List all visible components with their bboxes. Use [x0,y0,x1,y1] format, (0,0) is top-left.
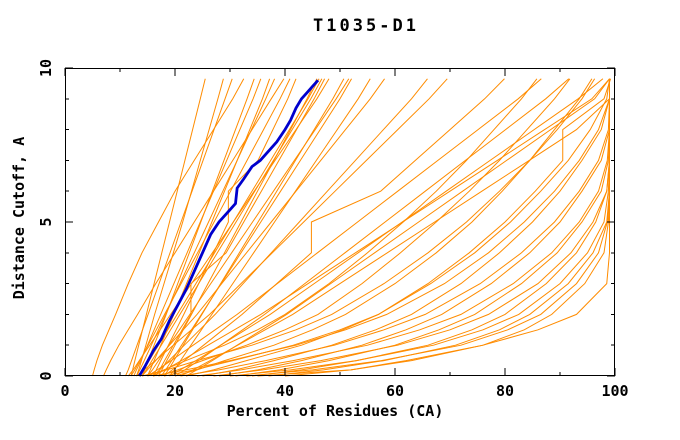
model-curve-9 [158,78,318,377]
model-curve-33 [185,78,612,377]
model-curve-5 [147,78,271,377]
x-tick-label: 80 [496,382,514,400]
axes-frame-layer: 0 20 40 60 80 100 0 5 10 [37,59,629,400]
y-tick-label: 10 [37,59,55,77]
model-curve-35 [202,78,610,377]
labels-layer: T1035-D1 Percent of Residues (CA) Distan… [10,16,443,420]
model-curve-47 [92,78,245,377]
model-curve-38 [180,78,610,377]
model-curve-32 [141,78,596,377]
x-tick-label: 20 [166,382,184,400]
model-curve-12 [147,78,350,377]
model-curve-17 [160,78,352,377]
x-axis-label: Percent of Residues (CA) [227,402,444,420]
model-curves-layer [92,78,612,377]
model-curve-49 [103,78,285,377]
x-tick-label: 40 [276,382,294,400]
model-curve-22 [163,78,505,377]
model-curve-14 [133,78,262,377]
model-curve-36 [152,78,610,377]
model-curve-48 [257,78,610,377]
y-tick-label: 0 [37,371,55,380]
model-curve-15 [155,78,326,377]
model-curve-1 [130,78,206,377]
model-curve-24 [174,78,570,377]
highlighted-model-curve [138,79,320,377]
y-tick-label: 5 [37,217,55,226]
x-tick-label: 60 [386,382,404,400]
model-curve-37 [218,78,610,377]
model-curve-25 [152,78,610,377]
model-curve-21 [136,78,448,377]
model-curve-23 [147,78,542,377]
y-axis-label: Distance Cutoff, A [10,137,28,300]
model-curve-18 [127,78,330,377]
model-curve-2 [136,78,224,377]
chart-title: T1035-D1 [313,16,419,36]
model-curve-13 [169,78,371,377]
model-curve-27 [169,78,604,377]
model-curve-26 [185,78,610,377]
x-tick-label: 100 [601,382,628,400]
model-curve-7 [152,78,297,377]
model-curve-31 [174,78,593,377]
model-curve-44 [229,78,610,377]
model-curve-3 [125,78,233,377]
model-curve-30 [158,78,571,377]
model-curve-29 [147,78,538,377]
model-curve-28 [180,78,610,377]
x-tick-label: 0 [60,382,69,400]
